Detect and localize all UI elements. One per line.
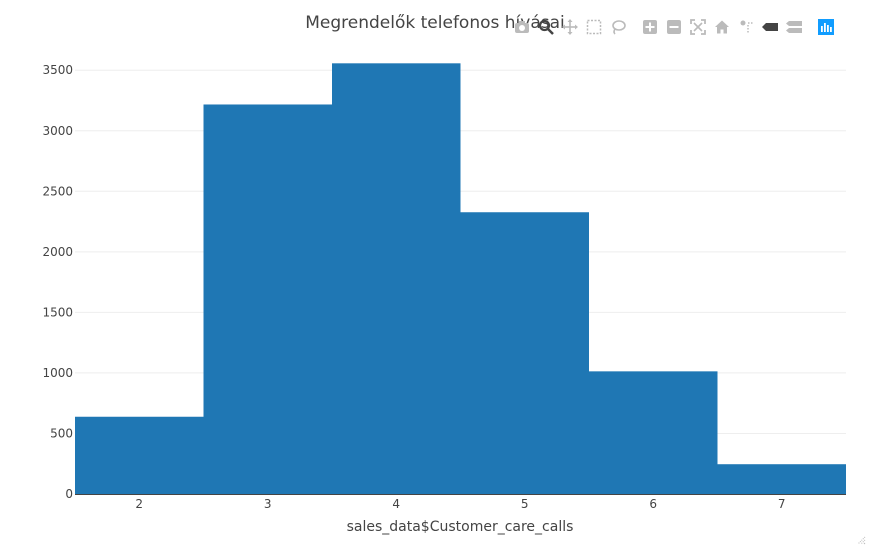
y-tick-label: 2500: [42, 184, 73, 198]
pan-icon: [562, 19, 578, 35]
hover-closest-button[interactable]: [760, 17, 780, 37]
x-tick-label: 6: [649, 497, 657, 511]
x-tick-label: 7: [778, 497, 786, 511]
resize-handle-icon[interactable]: [856, 535, 866, 545]
x-tick-label: 2: [135, 497, 143, 511]
plotly-logo-icon: [818, 19, 834, 35]
x-tick-label: 5: [521, 497, 529, 511]
y-tick-label: 1500: [42, 305, 73, 319]
y-tick-label: 1000: [42, 366, 73, 380]
zoom-icon: [538, 19, 554, 35]
y-tick-label: 0: [65, 487, 73, 501]
lasso-select-button[interactable]: [608, 17, 628, 37]
autoscale-icon: [690, 19, 706, 35]
bar-2[interactable]: [75, 416, 204, 494]
hover-closest-icon: [762, 23, 778, 31]
bar-4[interactable]: [332, 63, 461, 494]
reset-axes-icon: [715, 20, 729, 34]
zoom-in-button[interactable]: [640, 17, 660, 37]
bar-7[interactable]: [717, 464, 847, 494]
zoom-in-icon: [643, 20, 657, 34]
reset-axes-button[interactable]: [712, 17, 732, 37]
y-tick-label: 3000: [42, 124, 73, 138]
spike-lines-button[interactable]: [736, 17, 756, 37]
x-tick-label: 3: [264, 497, 272, 511]
y-tick-label: 2000: [42, 245, 73, 259]
y-tick-label: 500: [50, 426, 73, 440]
bars[interactable]: [75, 63, 846, 494]
box-select-icon: [586, 19, 602, 35]
x-tick-label: 4: [392, 497, 400, 511]
y-axis-ticks: 0 500 1000 1500 2000 2500 3000 3500: [42, 63, 73, 501]
zoom-out-button[interactable]: [664, 17, 684, 37]
lasso-select-icon: [612, 20, 626, 35]
bar-5[interactable]: [460, 212, 590, 494]
camera-button[interactable]: [512, 17, 532, 37]
zoom-out-icon: [667, 20, 681, 34]
spike-lines-icon: [740, 20, 753, 34]
zoom-button[interactable]: [536, 17, 556, 37]
camera-icon: [515, 21, 529, 33]
x-axis-label: sales_data$Customer_care_calls: [347, 519, 574, 535]
chart-title: Megrendelők telefonos hívásai: [305, 13, 565, 33]
hover-compare-icon: [786, 21, 802, 33]
autoscale-button[interactable]: [688, 17, 708, 37]
plotly-logo-button[interactable]: [816, 17, 836, 37]
bar-3[interactable]: [203, 104, 333, 494]
x-axis-ticks: 2 3 4 5 6 7: [135, 497, 785, 511]
pan-button[interactable]: [560, 17, 580, 37]
modebar-toolbar: [512, 17, 840, 37]
bar-6[interactable]: [589, 371, 718, 494]
box-select-button[interactable]: [584, 17, 604, 37]
y-tick-label: 3500: [42, 63, 73, 77]
hover-compare-button[interactable]: [784, 17, 804, 37]
